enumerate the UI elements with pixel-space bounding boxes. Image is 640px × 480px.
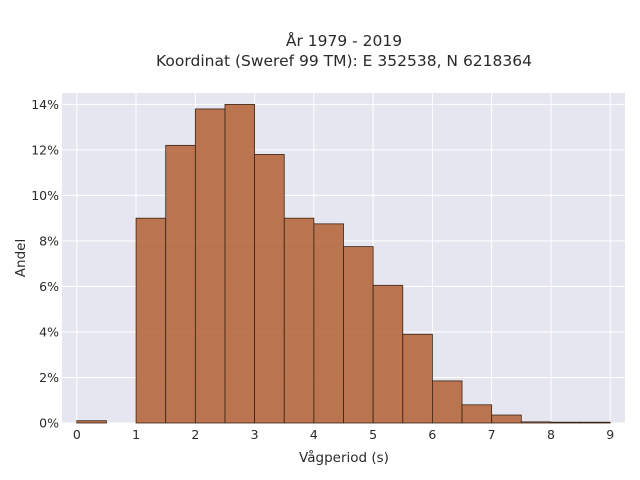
y-tick-label: 6% [39,279,59,294]
histogram-bar [461,404,493,424]
x-tick-labels: 0 1 2 3 4 5 6 7 8 9 [73,427,614,442]
y-tick-label: 2% [39,370,59,385]
y-tick-label: 10% [31,188,59,203]
x-tick-label: 3 [251,427,259,442]
x-tick-label: 4 [310,427,318,442]
x-tick-label: 9 [606,427,614,442]
y-tick-label: 12% [31,142,59,157]
y-axis-label: Andel [13,239,29,277]
histogram-bar [283,217,315,424]
x-tick-label: 6 [428,427,436,442]
x-axis-label: Vågperiod (s) [299,449,389,466]
chart-title-line-1: År 1979 - 2019 [286,31,402,50]
bars [76,103,611,424]
histogram-bar [76,420,107,424]
x-tick-label: 7 [488,427,496,442]
histogram-bar [165,144,196,424]
histogram-bar [520,421,552,424]
x-tick-label: 1 [132,427,140,442]
histogram-bar [254,154,285,424]
y-tick-label: 0% [39,416,59,431]
x-tick-label: 2 [191,427,199,442]
histogram-bar [372,284,404,424]
histogram-bar [580,421,611,424]
histogram-bar [402,333,433,424]
x-tick-label: 8 [547,427,555,442]
y-tick-label: 14% [31,97,59,112]
histogram-bar [550,421,581,424]
histogram-bar [431,380,463,424]
x-tick-label: 5 [369,427,377,442]
y-tick-labels: 0% 2% 4% 6% 8% 10% 12% 14% [31,97,59,431]
chart-title-line-2: Koordinat (Sweref 99 TM): E 352538, N 62… [156,52,532,70]
x-tick-label: 0 [73,427,81,442]
histogram-bar [343,246,374,424]
histogram-bar [135,217,167,424]
y-tick-label: 8% [39,233,59,248]
histogram-bar [491,414,522,424]
histogram-bar [313,223,344,424]
histogram-bar [224,103,256,424]
y-tick-label: 4% [39,324,59,339]
histogram-bar [194,108,226,424]
